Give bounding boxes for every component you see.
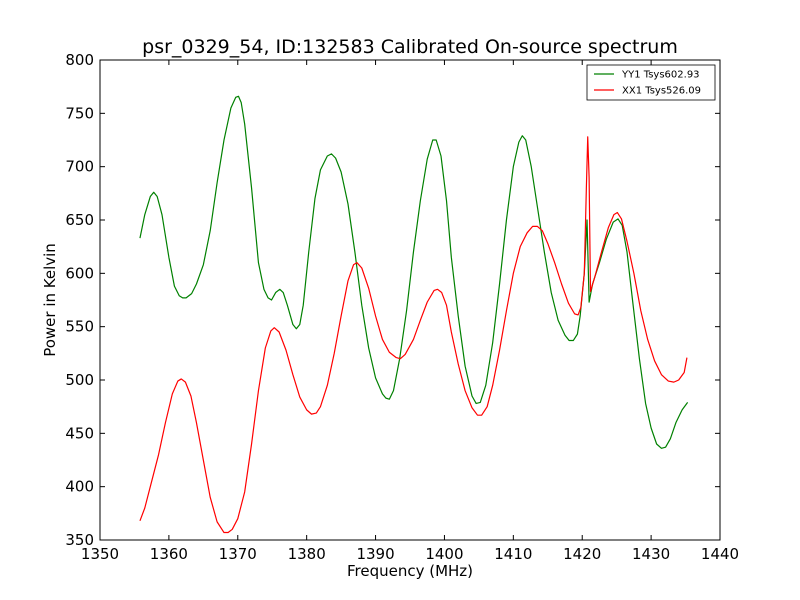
x-tick-label: 1350 xyxy=(81,545,119,563)
x-tick-label: 1440 xyxy=(701,545,739,563)
legend: YY1 Tsys602.93 XX1 Tsys526.09 xyxy=(586,64,716,101)
y-tick-label: 350 xyxy=(65,531,94,549)
legend-label-xx1: XX1 Tsys526.09 xyxy=(622,86,701,97)
y-tick-label: 600 xyxy=(65,264,94,282)
y-tick-label: 750 xyxy=(65,104,94,122)
x-tick-label: 1410 xyxy=(494,545,532,563)
chart-title: psr_0329_54, ID:132583 Calibrated On-sou… xyxy=(142,36,678,58)
y-tick-label: 400 xyxy=(65,478,94,496)
y-tick-label: 650 xyxy=(65,211,94,229)
y-tick-label: 550 xyxy=(65,318,94,336)
x-tick-label: 1430 xyxy=(632,545,670,563)
y-tick-label: 800 xyxy=(65,51,94,69)
x-tick-label: 1400 xyxy=(425,545,463,563)
x-tick-label: 1360 xyxy=(150,545,188,563)
y-tick-label: 700 xyxy=(65,158,94,176)
y-tick-label: 450 xyxy=(65,424,94,442)
x-tick-label: 1390 xyxy=(356,545,394,563)
x-tick-label: 1420 xyxy=(563,545,601,563)
series-line-xx1 xyxy=(139,136,688,534)
y-tick-label: 500 xyxy=(65,371,94,389)
series-lines xyxy=(139,95,689,534)
legend-label-yy1: YY1 Tsys602.93 xyxy=(621,70,700,81)
legend-box xyxy=(586,64,716,101)
x-axis-label: Frequency (MHz) xyxy=(347,562,473,580)
x-tick-label: 1370 xyxy=(219,545,257,563)
plot-area: 1350 1360 1370 1380 1390 1400 1410 1420 1430 1440… xyxy=(65,51,739,563)
x-tick-label: 1380 xyxy=(288,545,326,563)
axis-ticks: 1350 1360 1370 1380 1390 1400 1410 1420 1430 1440… xyxy=(65,51,739,563)
y-axis-label: Power in Kelvin xyxy=(41,243,59,357)
plot-frame xyxy=(99,59,721,541)
